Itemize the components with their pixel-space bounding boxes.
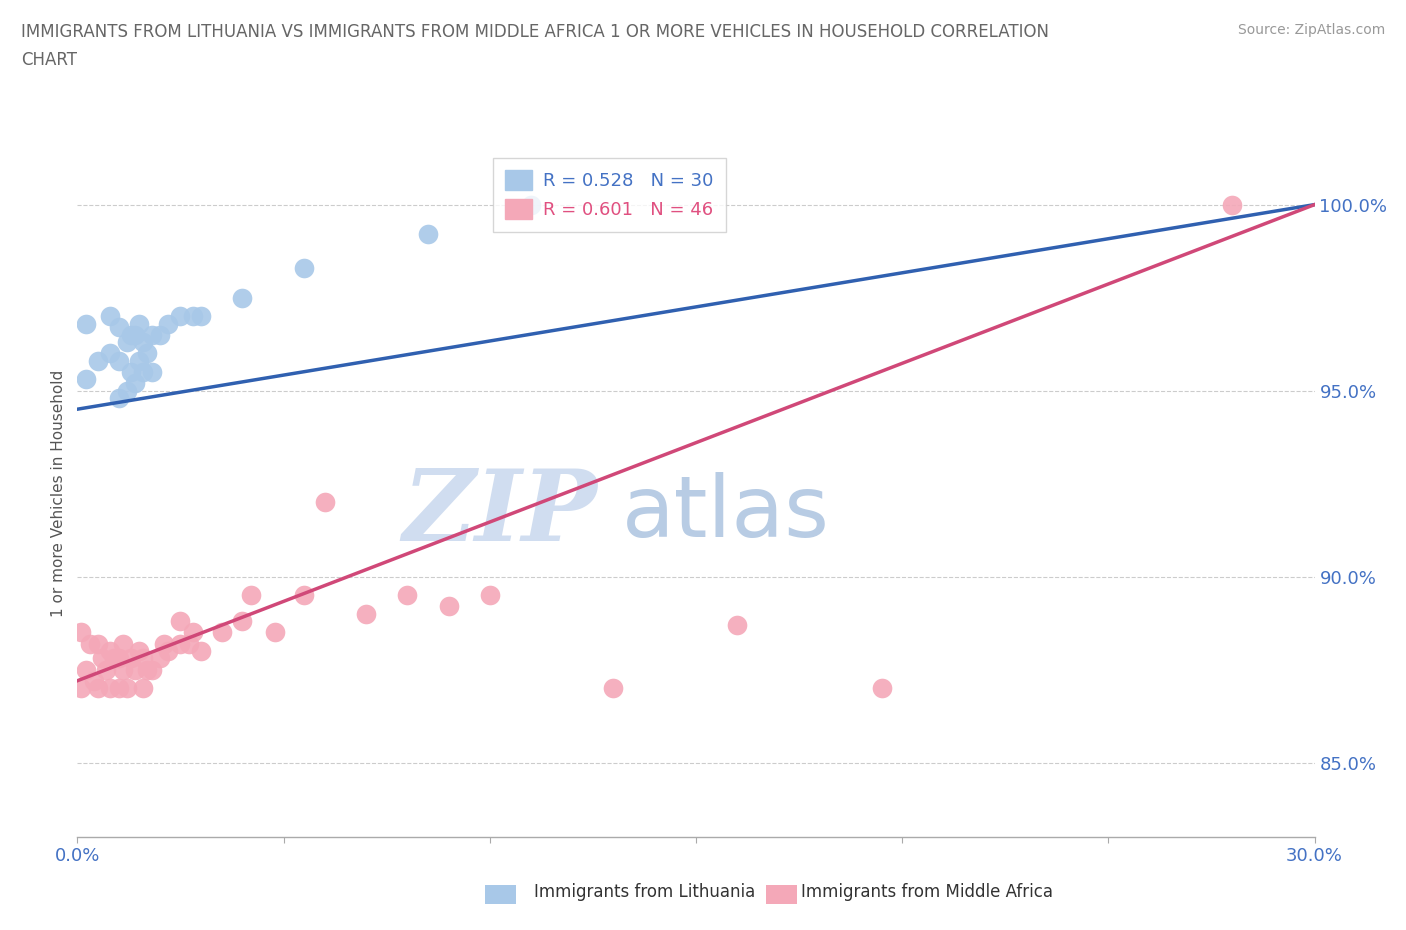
Point (87, 353, 110, 368)
Point (169, 614, 191, 629)
Point (107, 353, 129, 368)
Point (98, 346, 121, 361)
Point (231, 614, 253, 629)
Point (141, 327, 163, 342)
Point (132, 365, 155, 379)
Point (124, 662, 146, 677)
Point (416, 227, 439, 242)
Point (128, 316, 150, 331)
Point (120, 327, 142, 342)
Text: Immigrants from Middle Africa: Immigrants from Middle Africa (801, 884, 1053, 901)
Point (107, 651, 129, 666)
Text: ZIP: ZIP (402, 465, 598, 562)
Point (103, 651, 125, 666)
Point (169, 636, 191, 651)
Point (157, 644, 180, 658)
Point (181, 309, 204, 324)
Point (98, 309, 121, 324)
Point (136, 662, 159, 677)
Point (239, 588, 262, 603)
Point (153, 636, 176, 651)
Point (128, 644, 150, 658)
Point (132, 681, 155, 696)
Y-axis label: 1 or more Vehicles in Household: 1 or more Vehicles in Household (51, 369, 66, 617)
Point (478, 588, 501, 603)
Point (870, 681, 893, 696)
Point (107, 391, 129, 405)
Point (70, 681, 93, 696)
Legend: R = 0.528   N = 30, R = 0.601   N = 46: R = 0.528 N = 30, R = 0.601 N = 46 (492, 158, 725, 232)
Point (124, 376, 146, 391)
Point (83, 673, 105, 688)
Point (725, 618, 748, 632)
Point (141, 365, 163, 379)
Point (292, 260, 315, 275)
Text: IMMIGRANTS FROM LITHUANIA VS IMMIGRANTS FROM MIDDLE AFRICA 1 OR MORE VEHICLES IN: IMMIGRANTS FROM LITHUANIA VS IMMIGRANTS … (21, 23, 1049, 41)
Point (292, 588, 315, 603)
Point (107, 320, 129, 335)
Point (132, 651, 155, 666)
Point (190, 644, 212, 658)
Point (169, 309, 191, 324)
Point (87, 636, 110, 651)
Point (264, 625, 287, 640)
Point (120, 651, 142, 666)
Point (120, 365, 142, 379)
Point (602, 681, 624, 696)
Point (177, 636, 200, 651)
Point (141, 662, 163, 677)
Text: Source: ZipAtlas.com: Source: ZipAtlas.com (1237, 23, 1385, 37)
Point (75, 316, 97, 331)
Text: Immigrants from Lithuania: Immigrants from Lithuania (534, 884, 755, 901)
Point (354, 606, 377, 621)
Point (157, 316, 180, 331)
Point (111, 636, 134, 651)
Point (1220, 197, 1243, 212)
Text: atlas: atlas (621, 472, 830, 555)
Point (98, 644, 121, 658)
Point (75, 662, 97, 677)
Point (75, 372, 97, 387)
Point (149, 327, 172, 342)
Point (115, 383, 138, 398)
Point (107, 681, 129, 696)
Point (149, 651, 172, 666)
Point (79, 636, 101, 651)
Point (96, 662, 118, 677)
Point (111, 662, 134, 677)
Point (520, 197, 543, 212)
Point (124, 327, 146, 342)
Point (115, 681, 138, 696)
Point (437, 599, 460, 614)
Point (396, 588, 419, 603)
Point (181, 625, 204, 640)
Point (98, 681, 121, 696)
Point (87, 681, 110, 696)
Point (136, 346, 159, 361)
Point (91, 651, 114, 666)
Point (190, 309, 212, 324)
Point (314, 495, 336, 510)
Point (132, 335, 155, 350)
Point (231, 290, 253, 305)
Point (128, 353, 150, 368)
Text: CHART: CHART (21, 51, 77, 69)
Point (211, 625, 233, 640)
Point (115, 335, 138, 350)
Point (70, 625, 93, 640)
